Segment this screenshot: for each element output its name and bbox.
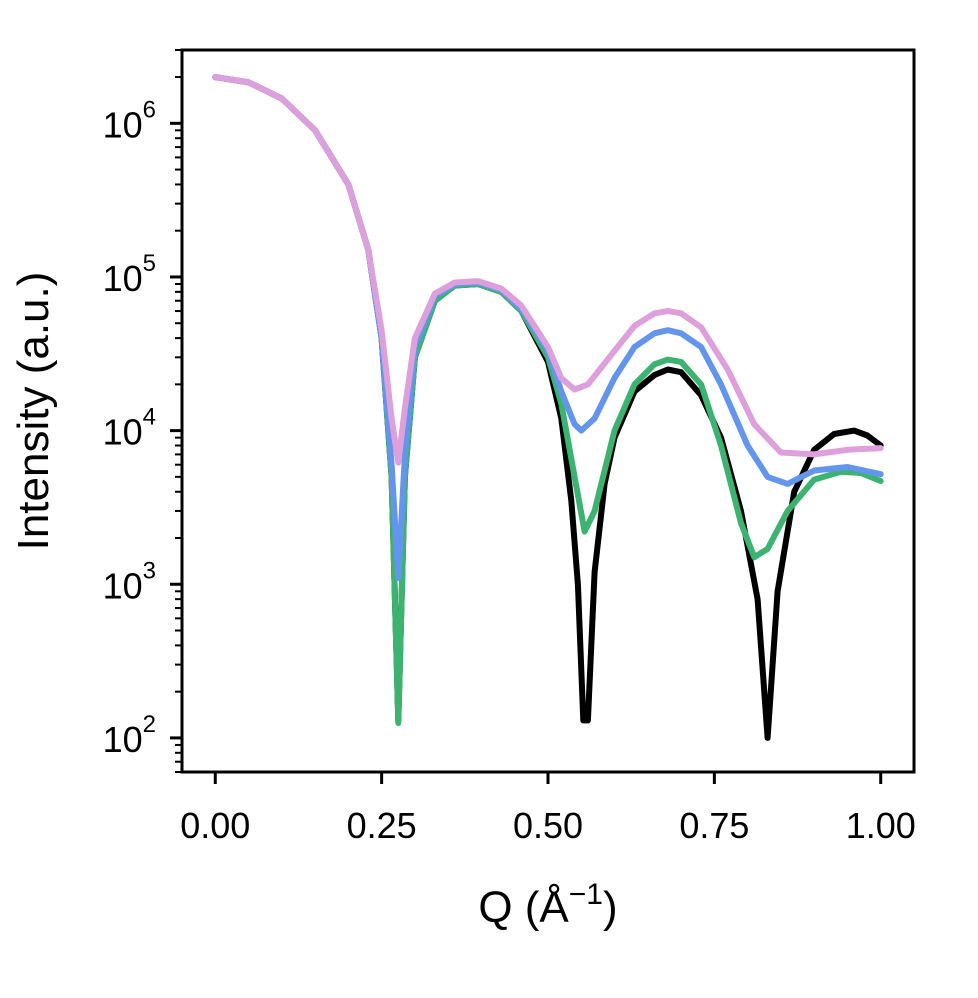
y-axis-label: Intensity (a.u.)	[9, 272, 58, 551]
series-line-3	[212, 74, 884, 581]
y-tick-label: 105	[103, 250, 156, 299]
series-line-1	[212, 74, 884, 741]
x-tick-label: 0.00	[180, 805, 250, 846]
y-tick-label: 103	[103, 557, 156, 606]
series-line-4	[212, 74, 884, 466]
x-tick-label: 0.25	[347, 805, 417, 846]
x-tick-label: 0.50	[513, 805, 583, 846]
x-axis-label: Q (Å−1)	[478, 878, 617, 932]
y-tick-label: 104	[103, 404, 156, 453]
y-axis: 102 103 104 105 106	[103, 49, 182, 773]
series-layer	[212, 74, 884, 741]
x-axis-label-text: Q (Å	[478, 883, 569, 932]
y-tick-label: 106	[103, 96, 156, 145]
plot-frame	[180, 48, 916, 774]
x-axis-label-sup: −1	[569, 878, 603, 911]
x-axis: 0.00 0.25 0.50 0.75 1.00	[180, 772, 916, 846]
x-tick-label: 1.00	[846, 805, 916, 846]
series-line-2	[212, 74, 884, 726]
x-axis-label-close: )	[603, 883, 618, 932]
y-tick-label: 102	[103, 711, 156, 760]
x-tick-label: 0.75	[679, 805, 749, 846]
